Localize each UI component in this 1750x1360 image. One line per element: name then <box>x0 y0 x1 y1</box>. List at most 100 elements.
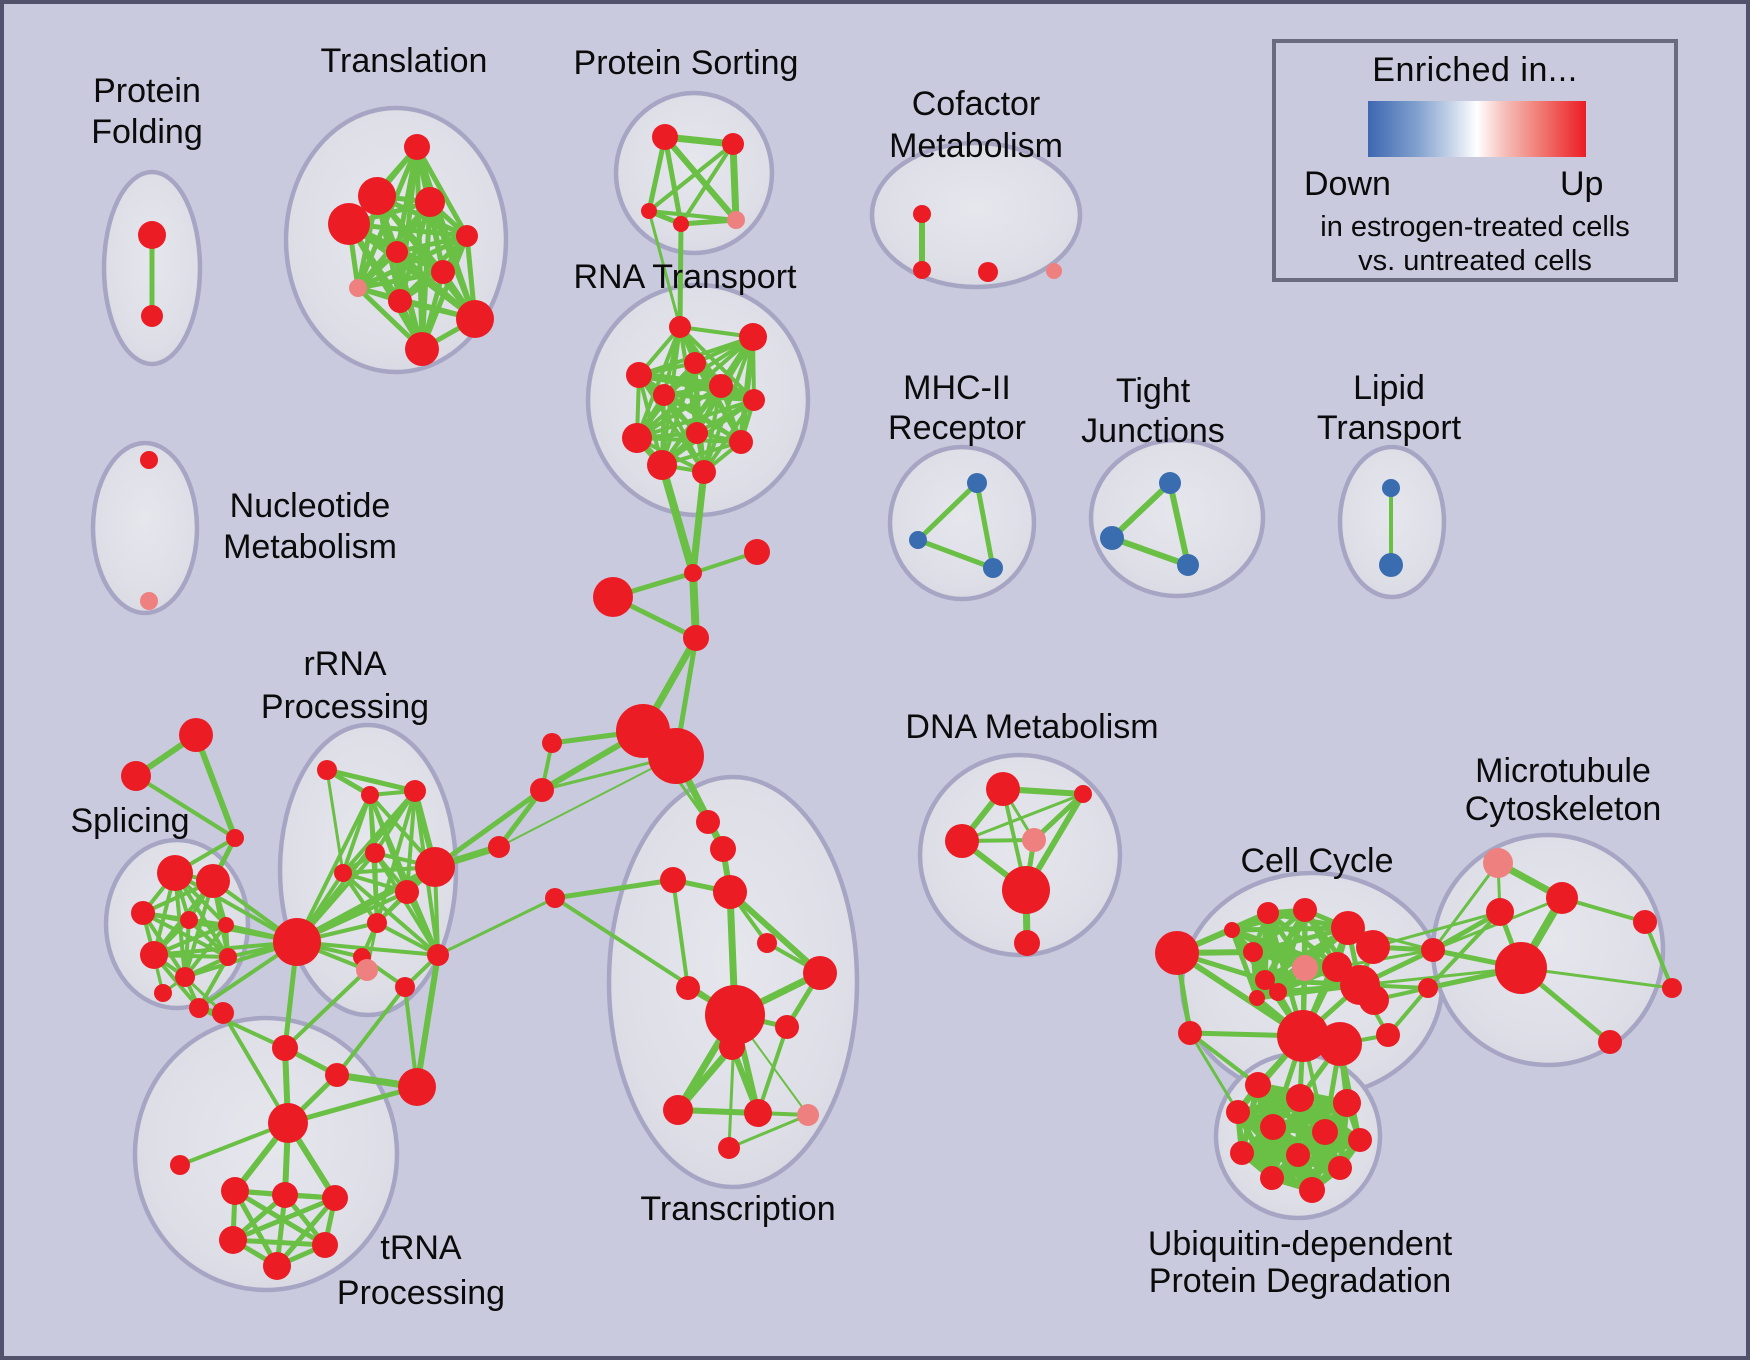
node-cc14[interactable] <box>1224 922 1240 938</box>
node-cf3[interactable] <box>978 262 998 282</box>
node-te[interactable] <box>312 1232 338 1258</box>
node-rr12[interactable] <box>427 944 449 966</box>
node-tl3[interactable] <box>415 187 445 217</box>
node-cc1[interactable] <box>1257 902 1279 924</box>
node-pf2[interactable] <box>141 305 163 327</box>
node-t13[interactable] <box>797 1104 819 1126</box>
node-x1[interactable] <box>398 1068 436 1106</box>
node-tj3[interactable] <box>1177 554 1199 576</box>
node-ta[interactable] <box>221 1177 249 1205</box>
node-t9[interactable] <box>775 1015 799 1039</box>
node-cc9[interactable] <box>1255 970 1275 990</box>
node-d3[interactable] <box>1022 828 1046 852</box>
node-u11[interactable] <box>1260 1166 1284 1190</box>
node-tl5[interactable] <box>456 225 478 247</box>
node-pf1[interactable] <box>138 221 166 249</box>
node-ps5[interactable] <box>727 211 745 229</box>
node-tl6[interactable] <box>386 241 408 263</box>
node-rt6[interactable] <box>709 374 733 398</box>
node-tl1[interactable] <box>404 134 430 160</box>
node-spl1[interactable] <box>157 855 193 891</box>
node-cc13[interactable] <box>1376 1023 1400 1047</box>
node-u10[interactable] <box>1328 1156 1352 1180</box>
node-u5[interactable] <box>1260 1114 1286 1140</box>
node-q1[interactable] <box>545 888 565 908</box>
node-lt2[interactable] <box>1379 553 1403 577</box>
node-cc5[interactable] <box>1243 942 1263 962</box>
node-t3[interactable] <box>660 867 686 893</box>
node-cf4[interactable] <box>1046 263 1062 279</box>
node-spl6[interactable] <box>140 941 168 969</box>
node-cc11[interactable] <box>1277 1010 1329 1062</box>
node-tf[interactable] <box>263 1252 291 1280</box>
node-spl7[interactable] <box>175 967 195 987</box>
node-rr5[interactable] <box>334 864 352 882</box>
node-tl9[interactable] <box>388 289 412 313</box>
node-ccB[interactable] <box>1178 1021 1202 1045</box>
node-m2[interactable] <box>1546 882 1578 914</box>
node-t6[interactable] <box>676 976 700 1000</box>
node-cc10[interactable] <box>1269 983 1287 1001</box>
node-spl9[interactable] <box>189 998 209 1018</box>
node-rt2[interactable] <box>739 323 767 351</box>
node-t4[interactable] <box>713 875 747 909</box>
node-rr4[interactable] <box>365 843 385 863</box>
node-rt3[interactable] <box>626 362 652 388</box>
node-b2[interactable] <box>1418 978 1438 998</box>
node-cc4[interactable] <box>1356 930 1390 964</box>
node-tl7[interactable] <box>431 260 455 284</box>
node-u2[interactable] <box>1286 1084 1314 1112</box>
node-spl10[interactable] <box>154 984 172 1002</box>
node-tl8[interactable] <box>349 279 367 297</box>
node-tl10[interactable] <box>456 300 494 338</box>
node-rt12[interactable] <box>692 460 716 484</box>
node-u9[interactable] <box>1286 1143 1310 1167</box>
node-rr2[interactable] <box>361 786 379 804</box>
node-t14[interactable] <box>718 1137 740 1159</box>
node-rr1[interactable] <box>317 760 337 780</box>
node-c4[interactable] <box>683 625 709 651</box>
node-nm2[interactable] <box>140 592 158 610</box>
node-sp1[interactable] <box>542 733 562 753</box>
node-t1[interactable] <box>696 810 720 834</box>
node-ccS[interactable] <box>1249 990 1265 1006</box>
node-rr3[interactable] <box>404 780 426 802</box>
node-rr9[interactable] <box>415 847 455 887</box>
node-m5[interactable] <box>1633 910 1657 934</box>
node-x2[interactable] <box>325 1063 349 1087</box>
node-rt11[interactable] <box>647 450 677 480</box>
node-rt9[interactable] <box>686 422 708 444</box>
node-trh[interactable] <box>268 1103 308 1143</box>
node-rt5[interactable] <box>653 384 675 406</box>
node-d1[interactable] <box>986 772 1020 806</box>
node-t8[interactable] <box>705 985 765 1045</box>
node-rt4[interactable] <box>684 352 706 374</box>
node-lt1[interactable] <box>1382 479 1400 497</box>
node-tl4[interactable] <box>328 203 370 245</box>
node-mh2[interactable] <box>909 531 927 549</box>
node-t10[interactable] <box>719 1034 745 1060</box>
node-d4[interactable] <box>945 824 979 858</box>
node-spl5[interactable] <box>218 917 234 933</box>
node-nm1[interactable] <box>140 451 158 469</box>
node-h2[interactable] <box>648 728 704 784</box>
node-ps1[interactable] <box>652 124 678 150</box>
node-rt1[interactable] <box>669 316 691 338</box>
node-u6[interactable] <box>1312 1119 1338 1145</box>
node-rr6[interactable] <box>395 880 419 904</box>
node-ps2[interactable] <box>722 133 744 155</box>
node-ps3[interactable] <box>641 203 657 219</box>
node-t2[interactable] <box>710 836 736 862</box>
node-spb[interactable] <box>121 761 151 791</box>
node-tl2[interactable] <box>358 177 396 215</box>
node-c1[interactable] <box>684 564 702 582</box>
node-mid2[interactable] <box>272 1035 298 1061</box>
node-ps4[interactable] <box>673 216 689 232</box>
node-tj2[interactable] <box>1100 526 1124 550</box>
node-m3[interactable] <box>1486 898 1514 926</box>
node-mh3[interactable] <box>983 558 1003 578</box>
node-cf1[interactable] <box>913 205 931 223</box>
node-tc[interactable] <box>322 1185 348 1211</box>
node-b1[interactable] <box>1421 938 1445 962</box>
node-m7[interactable] <box>1598 1030 1622 1054</box>
